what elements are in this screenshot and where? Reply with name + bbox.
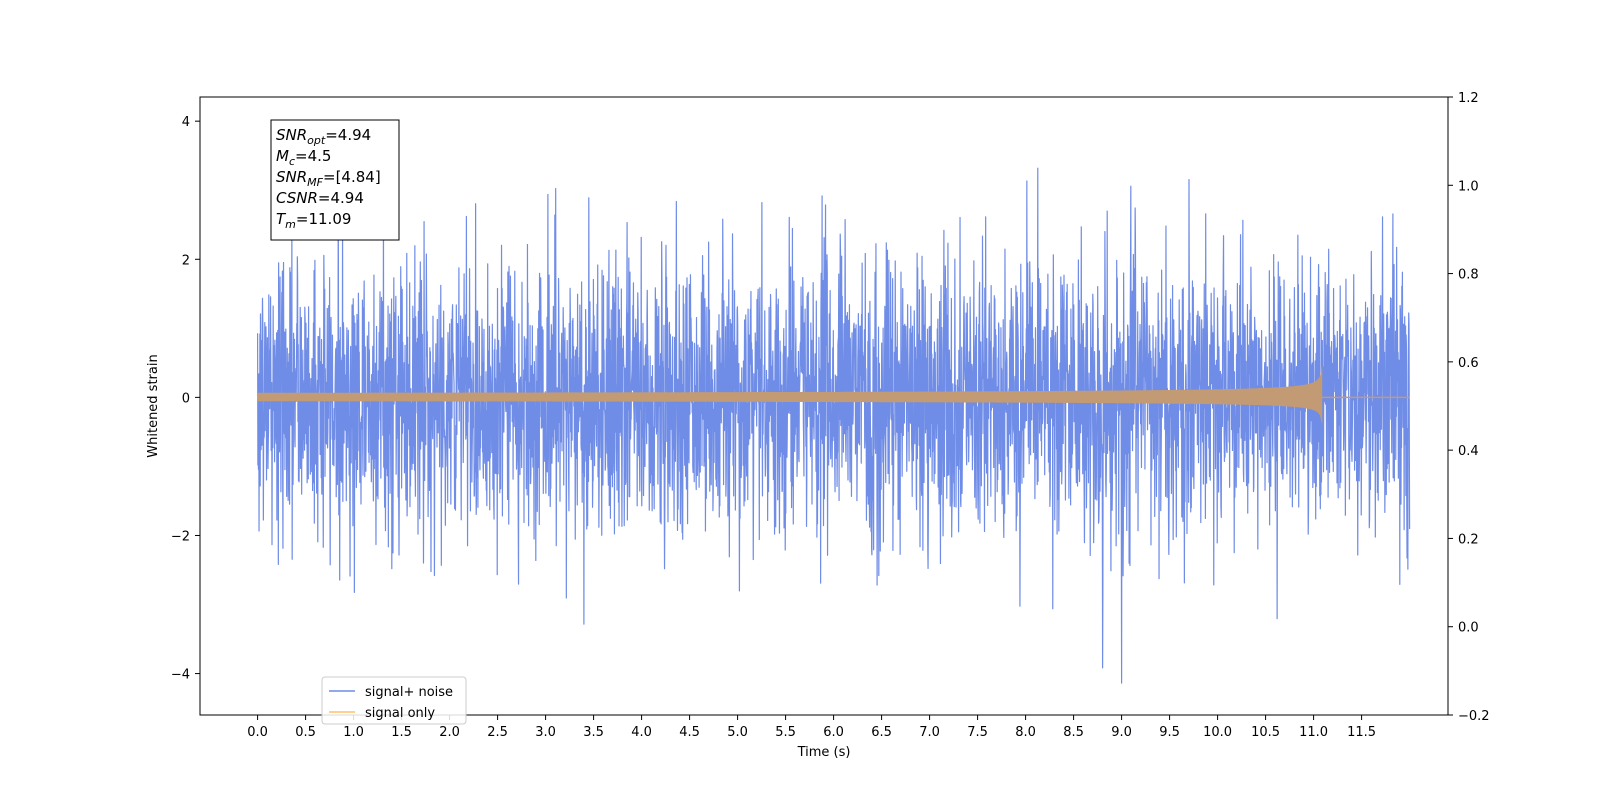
x-tick-label: 9.5 (1159, 725, 1180, 740)
y2-tick-label: 0.4 (1458, 444, 1479, 459)
y2-tick-label: 0.2 (1458, 532, 1479, 547)
annotation-box: SNRopt=4.94Mc=4.5SNRMF=[4.84]CSNR=4.94Tm… (270, 119, 400, 241)
x-tick-label: 0.0 (247, 725, 268, 740)
y2-tick-label: 0.0 (1458, 621, 1479, 636)
x-tick-label: 10.5 (1251, 725, 1280, 740)
annotation-line: SNRMF=[4.84] (276, 168, 381, 189)
annotation-value: =4.94 (318, 189, 364, 207)
x-tick-label: 7.5 (967, 725, 988, 740)
annotation-box-frame (270, 119, 400, 241)
x-tick-label: 8.0 (1015, 725, 1036, 740)
x-tick-label: 4.0 (631, 725, 652, 740)
x-tick-label: 11.5 (1347, 725, 1376, 740)
legend-frame (321, 676, 467, 725)
annotation-subscript: m (285, 218, 296, 231)
x-tick-label: 5.0 (727, 725, 748, 740)
annotation-line: Tm=11.09 (276, 210, 351, 231)
x-tick-label: 1.5 (391, 725, 412, 740)
annotation-value: =4.94 (325, 126, 371, 144)
x-tick-label: 5.5 (775, 725, 796, 740)
y-tick-label: 0 (182, 391, 190, 406)
y2-tick-label: 1.0 (1458, 179, 1479, 194)
x-tick-label: 3.5 (583, 725, 604, 740)
x-tick-label: 1.0 (343, 725, 364, 740)
y2-tick-label: 1.2 (1458, 91, 1479, 106)
x-axis-label: Time (s) (797, 745, 851, 760)
y-tick-label: −4 (171, 668, 190, 683)
annotation-symbol: T (276, 210, 287, 228)
x-axis: 0.0 0.5 1.0 1.5 2.0 2.5 3.0 3.5 4.0 4.5 5.0 5.5 6.0 6… (247, 715, 1376, 740)
x-tick-label: 7.0 (919, 725, 940, 740)
x-tick-label: 8.5 (1063, 725, 1084, 740)
x-tick-label: 6.0 (823, 725, 844, 740)
annotation-subscript: c (289, 155, 295, 168)
plot-frame (199, 96, 1449, 716)
annotation-symbol: CSNR (276, 189, 318, 207)
legend: signal+ noise signal only (321, 676, 467, 725)
annotation-symbol: SNR (276, 126, 307, 144)
annotation-symbol: SNR (276, 168, 307, 186)
annotation-line: CSNR=4.94 (276, 189, 364, 207)
y-tick-label: 2 (182, 253, 190, 268)
signal-plus-noise-line (257, 167, 1411, 684)
annotation-value: =11.09 (296, 210, 352, 228)
x-tick-label: 9.0 (1111, 725, 1132, 740)
annotation-value: =4.5 (295, 147, 331, 165)
legend-label: signal only (365, 706, 435, 721)
legend-label: signal+ noise (365, 685, 453, 700)
annotation-subscript: opt (307, 134, 326, 147)
x-tick-label: 11.0 (1299, 725, 1328, 740)
x-tick-label: 2.0 (439, 725, 460, 740)
x-tick-label: 2.5 (487, 725, 508, 740)
signal-only-envelope (257, 364, 1323, 426)
y2-tick-label: 0.8 (1458, 268, 1479, 283)
x-tick-label: 6.5 (871, 725, 892, 740)
y2-tick-label: −0.2 (1458, 709, 1490, 724)
x-tick-label: 4.5 (679, 725, 700, 740)
annotation-line: SNRopt=4.94 (276, 126, 371, 147)
y2-tick-label: 0.6 (1458, 356, 1479, 371)
secondary-y-axis: 1.2 1.0 0.8 0.6 0.4 0.2 0.0 −0.2 (1448, 91, 1490, 724)
annotation-subscript: MF (307, 176, 323, 189)
signal-only-series (257, 364, 1410, 426)
y-tick-label: 4 (182, 115, 190, 130)
y-tick-label: −2 (171, 529, 190, 544)
y-axis-label: Whitened strain (146, 354, 161, 457)
y-axis: 4 2 0 −2 −4 (171, 115, 200, 683)
x-tick-label: 3.0 (535, 725, 556, 740)
signal-plus-noise-series (257, 167, 1411, 684)
x-tick-label: 0.5 (295, 725, 316, 740)
x-tick-label: 10.0 (1203, 725, 1232, 740)
annotation-line: Mc=4.5 (276, 147, 331, 168)
annotation-symbol: M (276, 147, 289, 165)
annotation-value: =[4.84] (323, 168, 381, 186)
